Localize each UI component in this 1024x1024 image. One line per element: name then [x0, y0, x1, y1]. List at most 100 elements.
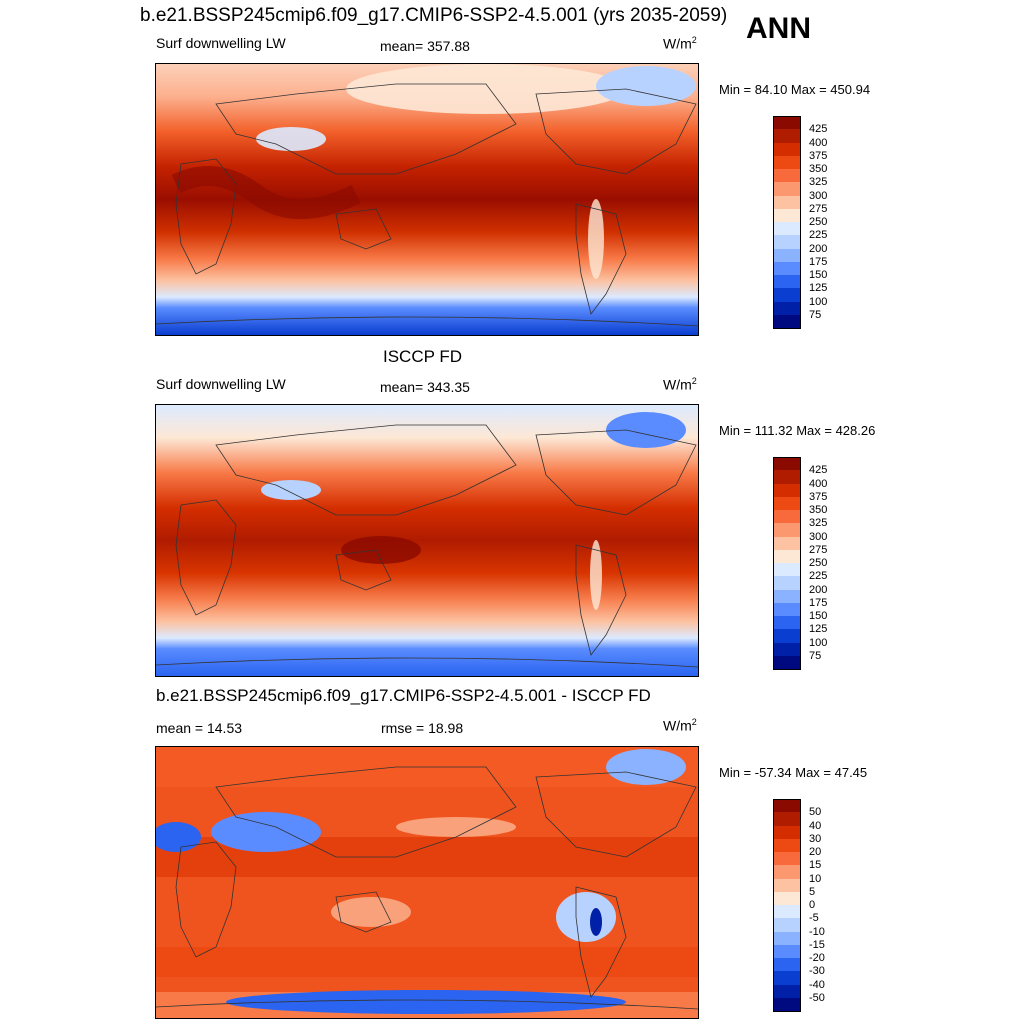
colorbar-swatch [773, 457, 801, 472]
colorbar-swatch [773, 261, 801, 275]
colorbar-swatch [773, 536, 801, 550]
colorbar-tick-label: 125 [809, 623, 828, 636]
colorbar-tick-label: -5 [809, 912, 819, 925]
colorbar-tick-label: 175 [809, 596, 828, 609]
colorbar-tick-label: 300 [809, 189, 828, 202]
obs-field-svg [156, 405, 698, 676]
colorbar-tick-label: 225 [809, 570, 828, 583]
colorbar-tick-label: 325 [809, 176, 828, 189]
colorbar-swatch [773, 563, 801, 577]
panel-obs-units-label: W/m2 [663, 376, 697, 393]
colorbar-swatch [773, 116, 801, 131]
colorbar-tick-label: 75 [809, 308, 822, 321]
colorbar-tick-label: 40 [809, 819, 822, 832]
colorbar-tick-label: 15 [809, 859, 822, 872]
colorbar-tick-label: 375 [809, 490, 828, 503]
colorbar-tick-label: 425 [809, 123, 828, 136]
season-label: ANN [746, 12, 811, 45]
colorbar-swatch [773, 931, 801, 945]
colorbar-tick-label: 275 [809, 202, 828, 215]
colorbar-swatch [773, 208, 801, 222]
colorbar-tick-label: 225 [809, 229, 828, 242]
colorbar-swatch [773, 852, 801, 866]
colorbar-tick-label: 300 [809, 530, 828, 543]
panel-model-map [155, 63, 699, 336]
panel-diff-colorbar: 50 40 30 20 15 10 5 0 -5 -10 -15 -20 -30 -40 -50 [773, 799, 833, 1012]
colorbar-swatch [773, 878, 801, 892]
colorbar-tick-label: 250 [809, 216, 828, 228]
colorbar-tick-label: 150 [809, 610, 828, 622]
colorbar-tick-label: 10 [809, 872, 822, 885]
panel-obs-colorbar: 425 400 375 350 325 300 275 250 225 200 175 150 125 1… [773, 457, 833, 670]
colorbar-swatch [773, 944, 801, 958]
panel-obs-variable-label: Surf downwelling LW [156, 376, 286, 392]
colorbar-tick-label: 20 [809, 846, 822, 858]
panel-model-minmax: Min = 84.10 Max = 450.94 [719, 82, 871, 97]
panel-model-mean-label: mean= 357.88 [380, 38, 470, 54]
panel-diff-minmax: Min = -57.34 Max = 47.45 [719, 765, 868, 780]
panel-obs-mean-label: mean= 343.35 [380, 379, 470, 395]
colorbar-swatch [773, 129, 801, 143]
colorbar-swatch [773, 549, 801, 563]
colorbar-swatch [773, 602, 801, 616]
colorbar-swatch [773, 799, 801, 814]
colorbar-tick-label: -15 [809, 938, 825, 951]
colorbar-swatch [773, 616, 801, 630]
panel-model-units-label: W/m2 [663, 35, 697, 52]
colorbar-tick-label: -30 [809, 965, 825, 978]
colorbar-swatch [773, 182, 801, 196]
colorbar-swatch [773, 235, 801, 249]
panel-model-variable-label: Surf downwelling LW [156, 35, 286, 51]
colorbar-swatch [773, 523, 801, 537]
colorbar-tick-label: 100 [809, 295, 828, 308]
colorbar-tick-label: 275 [809, 543, 828, 556]
colorbar-swatch [773, 812, 801, 826]
colorbar-swatch [773, 222, 801, 236]
colorbar-tick-label: 0 [809, 899, 816, 911]
colorbar-swatch [773, 918, 801, 932]
colorbar-tick-label: 125 [809, 282, 828, 295]
colorbar-swatch [773, 629, 801, 643]
panel-obs-title: ISCCP FD [383, 347, 463, 366]
colorbar-tick-label: -50 [809, 991, 825, 1004]
colorbar-tick-label: 425 [809, 464, 828, 477]
colorbar-tick-label: 200 [809, 242, 828, 255]
colorbar-swatch [773, 997, 801, 1012]
colorbar-tick-label: 5 [809, 885, 816, 898]
figure-title: b.e21.BSSP245cmip6.f09_g17.CMIP6-SSP2-4.… [140, 5, 728, 26]
colorbar-tick-label: 350 [809, 504, 828, 516]
panel-diff-map [155, 746, 699, 1019]
colorbar-tick-label: 325 [809, 517, 828, 530]
colorbar-tick-label: 400 [809, 136, 828, 149]
colorbar-swatch [773, 838, 801, 852]
colorbar-swatch [773, 248, 801, 262]
colorbar-swatch [773, 301, 801, 315]
colorbar-swatch [773, 142, 801, 156]
colorbar-swatch [773, 314, 801, 329]
colorbar-swatch [773, 496, 801, 510]
colorbar-swatch [773, 891, 801, 905]
colorbar-swatch [773, 510, 801, 524]
colorbar-tick-label: 75 [809, 649, 822, 662]
colorbar-swatch [773, 155, 801, 169]
panel-diff-rmse-label: rmse = 18.98 [381, 720, 464, 736]
panel-diff-units-label: W/m2 [663, 717, 697, 734]
panel-obs-map [155, 404, 699, 677]
colorbar-swatch [773, 483, 801, 497]
colorbar-swatch [773, 971, 801, 985]
colorbar-tick-label: 50 [809, 806, 822, 819]
colorbar-swatch [773, 905, 801, 919]
colorbar-tick-label: 200 [809, 583, 828, 596]
colorbar-swatch [773, 655, 801, 670]
colorbar-tick-label: 175 [809, 255, 828, 268]
colorbar-swatch [773, 275, 801, 289]
colorbar-tick-label: 350 [809, 163, 828, 175]
colorbar-swatch [773, 984, 801, 998]
colorbar-tick-label: 250 [809, 557, 828, 569]
colorbar-tick-label: -40 [809, 978, 825, 991]
colorbar-swatch [773, 576, 801, 590]
colorbar-swatch [773, 589, 801, 603]
colorbar-swatch [773, 288, 801, 302]
colorbar-tick-label: 400 [809, 477, 828, 490]
panel-model-colorbar: 425 400 375 350 325 300 275 250 225 200 175 150 125 1… [773, 116, 833, 329]
